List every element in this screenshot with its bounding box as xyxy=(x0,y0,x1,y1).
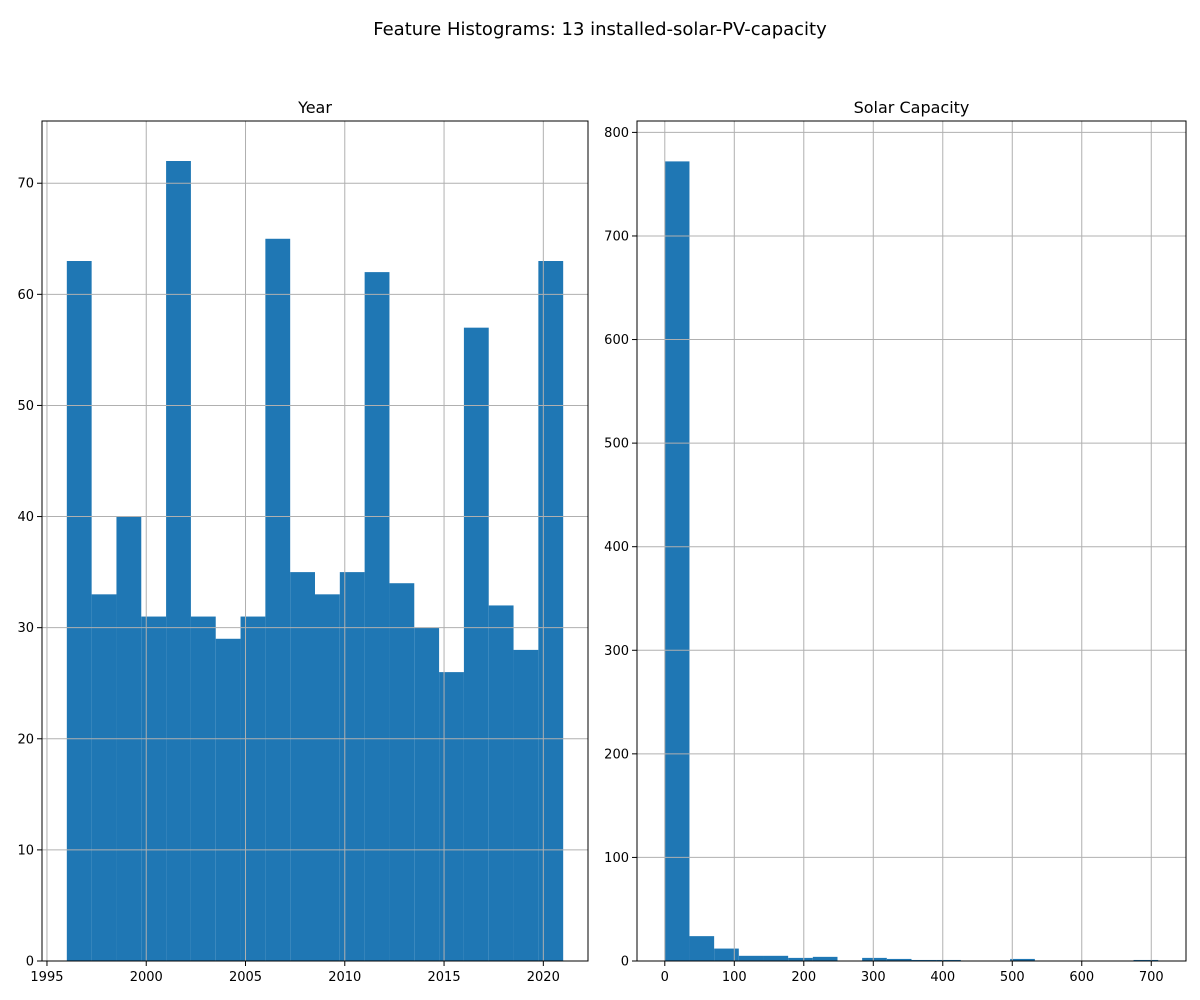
solar-capacity-bar xyxy=(886,958,912,961)
solar-capacity-bar xyxy=(812,956,838,961)
year-y-tick-label: 0 xyxy=(26,955,34,970)
year-bar xyxy=(488,605,514,961)
year-x-tick-label: 1995 xyxy=(30,970,63,985)
solar-capacity-x-tick-label: 600 xyxy=(1069,970,1094,985)
solar-capacity-y-tick-label: 600 xyxy=(604,333,629,348)
year-bar xyxy=(166,161,191,961)
year-bar xyxy=(91,594,117,961)
solar-capacity-y-tick-label: 500 xyxy=(604,437,629,452)
year-bar xyxy=(364,272,390,962)
solar-capacity-y-tick-label: 400 xyxy=(604,540,629,555)
solar-capacity-x-tick-label: 400 xyxy=(930,970,955,985)
solar-capacity-panel-title: Solar Capacity xyxy=(854,98,970,117)
solar-capacity-axes-frame xyxy=(636,120,1187,962)
solar-capacity-bar xyxy=(714,948,739,961)
solar-capacity-bar xyxy=(689,936,715,961)
year-x-tick-label: 2015 xyxy=(428,970,461,985)
year-y-tick-label: 30 xyxy=(17,621,34,636)
year-bar xyxy=(240,616,266,961)
year-bar xyxy=(190,616,216,961)
solar-capacity-y-tick-label: 100 xyxy=(604,851,629,866)
year-bar xyxy=(66,261,92,961)
solar-capacity-bar xyxy=(1010,958,1035,961)
year-bar xyxy=(315,594,340,961)
year-bar xyxy=(463,327,489,962)
year-bar xyxy=(414,627,440,961)
year-x-tick-label: 2010 xyxy=(328,970,361,985)
year-bar xyxy=(265,238,291,961)
year-y-tick-label: 70 xyxy=(17,177,34,192)
solar-capacity-y-tick-label: 300 xyxy=(604,644,629,659)
solar-capacity-bar xyxy=(1133,959,1159,961)
year-x-tick-label: 2000 xyxy=(130,970,163,985)
year-y-tick-label: 50 xyxy=(17,399,34,414)
year-y-tick-label: 60 xyxy=(17,288,34,303)
solar-capacity-x-tick-label: 300 xyxy=(861,970,886,985)
solar-capacity-bar xyxy=(862,957,887,961)
year-y-tick-label: 40 xyxy=(17,510,34,525)
year-x-tick-label: 2005 xyxy=(229,970,262,985)
year-histogram-panel: 1995 2000 2005 2010 2015 2020 0 10 20 30 40 50 60 70 Y… xyxy=(17,98,589,985)
solar-capacity-x-tick-label: 100 xyxy=(722,970,747,985)
year-bar xyxy=(389,583,415,961)
solar-capacity-y-tick-label: 800 xyxy=(604,126,629,141)
solar-capacity-x-tick-label: 200 xyxy=(791,970,816,985)
solar-capacity-x-tick-label: 0 xyxy=(661,970,669,985)
year-bar xyxy=(215,638,241,961)
solar-capacity-bar xyxy=(664,161,690,961)
year-bar xyxy=(290,572,315,961)
year-bar xyxy=(538,261,564,961)
year-panel-title: Year xyxy=(297,98,332,117)
solar-capacity-x-tick-label: 700 xyxy=(1139,970,1164,985)
year-bar xyxy=(439,672,464,961)
year-axes-frame xyxy=(41,120,589,962)
figure-suptitle: Feature Histograms: 13 installed-solar-P… xyxy=(373,19,827,40)
solar-capacity-x-tick-label: 500 xyxy=(1000,970,1025,985)
solar-capacity-bar xyxy=(763,955,789,961)
year-y-tick-label: 10 xyxy=(17,843,34,858)
solar-capacity-bar xyxy=(788,957,813,961)
solar-capacity-y-tick-label: 700 xyxy=(604,229,629,244)
year-bar xyxy=(339,572,365,961)
solar-capacity-bar xyxy=(738,955,764,961)
year-y-tick-label: 20 xyxy=(17,732,34,747)
solar-capacity-histogram-panel: 0 100 200 300 400 500 600 700 0 100 200 300 400 500 60… xyxy=(604,98,1187,985)
year-bar xyxy=(513,649,539,961)
solar-capacity-y-tick-label: 0 xyxy=(621,955,629,970)
solar-capacity-y-tick-label: 200 xyxy=(604,747,629,762)
solar-capacity-bar xyxy=(936,959,961,961)
year-x-tick-label: 2020 xyxy=(527,970,560,985)
year-bar xyxy=(141,616,167,961)
solar-capacity-bar xyxy=(911,959,937,961)
